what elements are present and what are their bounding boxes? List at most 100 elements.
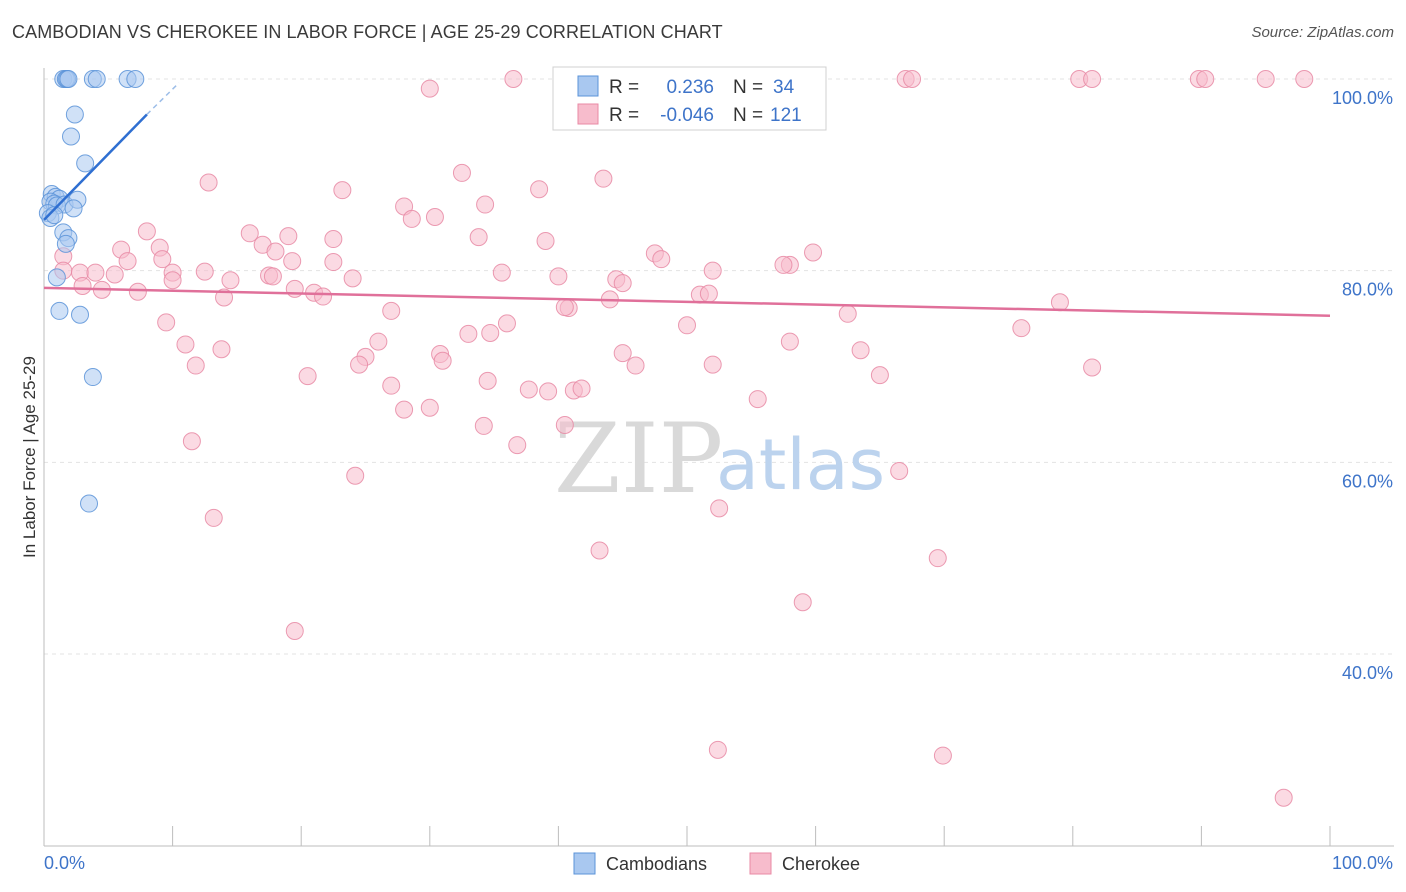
cherokee-point	[703, 261, 722, 280]
cherokee-point	[333, 181, 352, 200]
cherokee-point	[73, 277, 92, 295]
cherokee-point	[508, 436, 527, 455]
bottom-legend-label-cambodians: Cambodians	[606, 854, 707, 874]
cherokee-point	[703, 355, 722, 374]
cherokee-point	[157, 313, 176, 332]
y-tick-labels: 40.0% 60.0% 80.0% 100.0%	[1332, 88, 1393, 683]
cherokee-point	[504, 70, 523, 88]
cherokee-point	[105, 265, 124, 284]
y-tick-label: 100.0%	[1332, 88, 1393, 108]
cherokee-point	[182, 432, 201, 451]
cherokee-point	[128, 282, 147, 301]
cherokee-point	[590, 541, 609, 560]
cherokee-point	[433, 351, 452, 370]
cherokee-point	[549, 267, 568, 286]
bottom-legend: Cambodians Cherokee	[573, 852, 860, 875]
cherokee-point	[266, 242, 285, 261]
legend-swatch-cherokee	[577, 103, 599, 125]
cherokee-point	[1256, 70, 1275, 88]
cherokee-point	[298, 367, 317, 386]
cambodian-point	[83, 368, 102, 387]
x-tick-label-min: 0.0%	[44, 853, 85, 873]
cambodian-point	[87, 70, 106, 88]
cherokee-point	[481, 323, 500, 342]
trend-lines	[43, 82, 1331, 317]
legend: R = 0.236 N = 34 R = -0.046 N = 121	[552, 66, 827, 131]
cherokee-point	[1196, 70, 1215, 88]
cherokee-point	[402, 209, 421, 228]
cherokee-point	[176, 335, 195, 354]
cherokee-point	[536, 231, 555, 250]
cambodian-point	[71, 305, 90, 324]
cambodian-point	[80, 494, 99, 513]
cherokee-point	[903, 70, 922, 88]
cherokee-point	[1050, 293, 1069, 312]
cherokee-point	[452, 163, 471, 182]
cherokee-point	[137, 222, 156, 241]
cherokee-point	[1295, 70, 1314, 88]
cherokee-point	[469, 228, 488, 247]
watermark-zip: ZIP	[554, 403, 723, 515]
trend-line-cambodians	[43, 113, 148, 221]
cherokee-point	[420, 79, 439, 98]
cherokee-point	[928, 549, 947, 568]
cherokee-point	[263, 267, 282, 286]
cherokee-point	[710, 499, 729, 518]
cherokee-point	[890, 461, 909, 480]
watermark-atlas: atlas	[716, 424, 885, 506]
cherokee-point	[748, 390, 767, 409]
cherokee-point	[699, 284, 718, 303]
legend-r-label: R =	[609, 77, 639, 98]
chart-title: CAMBODIAN VS CHEROKEE IN LABOR FORCE | A…	[12, 22, 723, 42]
legend-n-value: 34	[773, 77, 795, 98]
x-tick-label-max: 100.0%	[1332, 853, 1393, 873]
cherokee-point	[476, 195, 495, 214]
legend-r-value: -0.046	[660, 105, 714, 126]
cherokee-point	[395, 400, 414, 419]
cherokee-point	[314, 287, 333, 306]
cherokee-point	[838, 304, 857, 323]
legend-swatch-cambodians	[577, 75, 599, 97]
cherokee-point	[369, 332, 388, 351]
x-ticks	[172, 826, 1331, 846]
cherokee-point	[594, 169, 613, 188]
cherokee-point	[285, 622, 304, 640]
cherokee-point	[613, 344, 632, 363]
cherokee-point	[199, 173, 218, 192]
cambodian-point	[62, 127, 81, 146]
cherokee-point	[204, 508, 223, 527]
bottom-legend-swatch-cambodians	[573, 852, 596, 875]
cambodian-point	[65, 105, 84, 124]
legend-n-label: N =	[733, 105, 763, 126]
cherokee-point	[221, 271, 240, 290]
cherokee-point	[851, 341, 870, 360]
cherokee-point	[215, 288, 234, 307]
cherokee-point	[539, 382, 558, 401]
cherokee-point	[708, 740, 727, 759]
cherokee-point	[492, 263, 511, 282]
cherokee-point	[870, 366, 889, 385]
y-tick-label: 60.0%	[1342, 471, 1393, 491]
cherokee-point	[1083, 358, 1102, 377]
cherokee-point	[780, 332, 799, 351]
cherokee-point	[186, 356, 205, 375]
y-tick-label: 40.0%	[1342, 663, 1393, 683]
cherokee-point	[195, 262, 214, 281]
cambodian-point	[45, 206, 64, 225]
cherokee-point	[933, 746, 952, 765]
legend-n-value: 121	[770, 105, 802, 126]
cherokee-point	[1012, 319, 1031, 338]
source-credit: Source: ZipAtlas.com	[1251, 24, 1394, 41]
cherokee-point	[555, 298, 574, 317]
cherokee-point	[425, 208, 444, 226]
cherokee-point	[240, 224, 259, 243]
cherokee-point	[343, 269, 362, 288]
cherokee-point	[572, 379, 591, 398]
cambodian-point	[64, 199, 83, 218]
legend-n-label: N =	[733, 77, 763, 98]
cherokee-point	[1274, 788, 1293, 807]
cambodian-point	[59, 70, 78, 88]
series-cherokee	[54, 70, 1314, 807]
y-axis-label: In Labor Force | Age 25-29	[20, 356, 39, 558]
